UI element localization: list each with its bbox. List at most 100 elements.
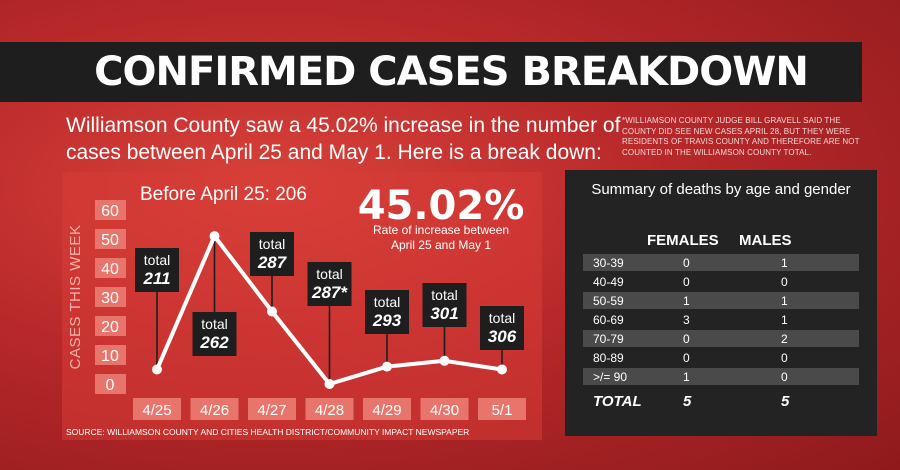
- intro-text: Williamson County saw a 45.02% increase …: [66, 114, 621, 164]
- table-row: 70-79 0 2: [583, 330, 859, 347]
- y-tick-label: 30: [101, 290, 119, 307]
- females-cell: 0: [683, 331, 690, 346]
- data-point: [324, 379, 335, 389]
- age-cell: 50-59: [593, 293, 624, 308]
- total-callout: [307, 262, 352, 306]
- y-tick-bg: [95, 287, 126, 307]
- males-cell: 2: [781, 331, 788, 346]
- y-tick-bg: [95, 316, 126, 336]
- title-banner: [0, 42, 862, 102]
- deaths-panel: Summary of deaths by age and gender FEMA…: [565, 170, 877, 436]
- total-callout: [365, 290, 409, 334]
- age-cell: 30-39: [593, 255, 624, 270]
- x-tick-bg: [190, 398, 239, 420]
- total-callout: [192, 312, 237, 356]
- rate-value: 45.02%: [358, 183, 525, 229]
- footnote: *WILLIAMSON COUNTY JUDGE BILL GRAVELL SA…: [622, 116, 860, 157]
- total-value: 211: [142, 269, 170, 288]
- females-cell: 0: [683, 350, 690, 365]
- males-cell: 0: [781, 369, 788, 384]
- y-tick-label: 50: [101, 232, 119, 249]
- total-word: total: [489, 310, 515, 326]
- total-value: 287*: [311, 283, 348, 302]
- age-cell: 40-49: [593, 274, 624, 289]
- total-word: total: [431, 287, 457, 303]
- y-tick-label: 60: [101, 203, 119, 220]
- table-row: 60-69 3 1: [583, 311, 859, 328]
- total-callout: [422, 283, 467, 327]
- data-point: [382, 361, 392, 372]
- page-title: CONFIRMED CASES BREAKDOWN: [94, 49, 809, 95]
- males-cell: 1: [781, 293, 788, 308]
- total-word: total: [144, 252, 170, 268]
- col-females: FEMALES: [647, 232, 719, 249]
- total-value: 301: [430, 304, 458, 323]
- data-point: [439, 355, 450, 366]
- females-cell: 1: [683, 293, 690, 308]
- total-callout: [135, 248, 179, 292]
- total-word: total: [201, 316, 227, 332]
- x-tick-bg: [248, 398, 296, 420]
- x-tick-bg: [133, 398, 181, 420]
- age-cell: >/= 90: [593, 369, 628, 384]
- males-cell: 1: [781, 255, 788, 270]
- table-row: >/= 90 1 0: [583, 368, 859, 385]
- deaths-title: Summary of deaths by age and gender: [591, 181, 851, 198]
- y-tick-bg: [95, 258, 126, 278]
- x-tick-label: 4/26: [200, 402, 229, 419]
- x-tick-label: 4/27: [257, 402, 286, 419]
- source-note: SOURCE: WILLIAMSON COUNTY AND CITIES HEA…: [66, 427, 469, 437]
- y-tick-label: 20: [101, 319, 119, 336]
- age-cell: 70-79: [593, 331, 624, 346]
- total-value: 306: [488, 327, 517, 346]
- data-point: [152, 364, 162, 375]
- table-row: 30-39 0 1: [583, 254, 859, 271]
- age-cell: 80-89: [593, 350, 624, 365]
- males-total: 5: [781, 392, 790, 410]
- females-cell: 3: [683, 312, 690, 327]
- total-word: total: [316, 266, 342, 282]
- females-total: 5: [683, 392, 692, 410]
- total-word: total: [259, 236, 285, 252]
- males-cell: 0: [781, 350, 788, 365]
- table-row: 40-49 0 0: [583, 273, 859, 290]
- age-cell: 60-69: [593, 312, 624, 327]
- x-tick-bg: [420, 398, 469, 420]
- females-cell: 0: [683, 255, 690, 270]
- table-row: 50-59 1 1: [583, 292, 859, 309]
- total-callout: [480, 306, 524, 350]
- rate-label: Rate of increase between April 25 and May…: [373, 223, 509, 252]
- table-row: 80-89 0 0: [583, 349, 859, 366]
- total-label: TOTAL: [593, 392, 642, 410]
- total-value: 293: [372, 311, 402, 330]
- data-point: [497, 364, 507, 375]
- total-word: total: [374, 294, 400, 310]
- x-tick-bg: [363, 398, 411, 420]
- x-tick-bg: [305, 398, 354, 420]
- chart-subtitle: Before April 25: 206: [140, 184, 307, 205]
- females-cell: 0: [683, 274, 690, 289]
- y-tick-bg: [95, 374, 126, 394]
- y-tick-label: 0: [106, 377, 115, 394]
- total-value: 287: [257, 253, 288, 272]
- males-cell: 0: [781, 274, 788, 289]
- y-axis-label: CASES THIS WEEK: [67, 225, 84, 370]
- y-tick-bg: [95, 229, 126, 249]
- y-tick-label: 40: [101, 261, 119, 278]
- x-tick-label: 4/29: [372, 402, 401, 419]
- x-tick-label: 4/25: [142, 402, 171, 419]
- females-cell: 1: [683, 369, 690, 384]
- total-value: 262: [199, 333, 229, 352]
- x-tick-label: 5/1: [492, 402, 513, 419]
- x-tick-label: 4/28: [315, 402, 344, 419]
- x-tick-label: 4/30: [430, 402, 459, 419]
- x-tick-bg: [478, 398, 526, 420]
- total-callout: [250, 232, 294, 276]
- data-point: [209, 231, 220, 242]
- y-tick-bg: [95, 200, 126, 220]
- males-cell: 1: [781, 312, 788, 327]
- y-tick-bg: [95, 345, 126, 365]
- total-row: TOTAL 5 5: [583, 390, 859, 412]
- col-males: MALES: [739, 232, 792, 249]
